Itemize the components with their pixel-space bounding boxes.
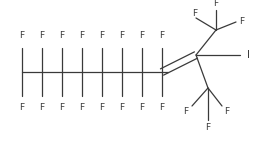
Text: F: F bbox=[139, 103, 144, 113]
Text: F: F bbox=[120, 31, 125, 40]
Text: F: F bbox=[239, 17, 245, 27]
Text: F: F bbox=[206, 123, 211, 132]
Text: F: F bbox=[79, 31, 85, 40]
Text: F: F bbox=[39, 31, 44, 40]
Text: F: F bbox=[159, 31, 165, 40]
Text: F: F bbox=[99, 31, 105, 40]
Text: F: F bbox=[120, 103, 125, 113]
Text: F: F bbox=[183, 106, 189, 115]
Text: F: F bbox=[99, 103, 105, 113]
Text: F: F bbox=[20, 31, 25, 40]
Text: F: F bbox=[139, 31, 144, 40]
Text: F: F bbox=[79, 103, 85, 113]
Text: F: F bbox=[59, 103, 65, 113]
Text: F: F bbox=[39, 103, 44, 113]
Text: F: F bbox=[20, 103, 25, 113]
Text: F: F bbox=[159, 103, 165, 113]
Text: F: F bbox=[213, 0, 219, 8]
Text: F: F bbox=[224, 106, 230, 115]
Text: F: F bbox=[192, 8, 198, 17]
Text: F: F bbox=[59, 31, 65, 40]
Text: I: I bbox=[247, 50, 250, 60]
